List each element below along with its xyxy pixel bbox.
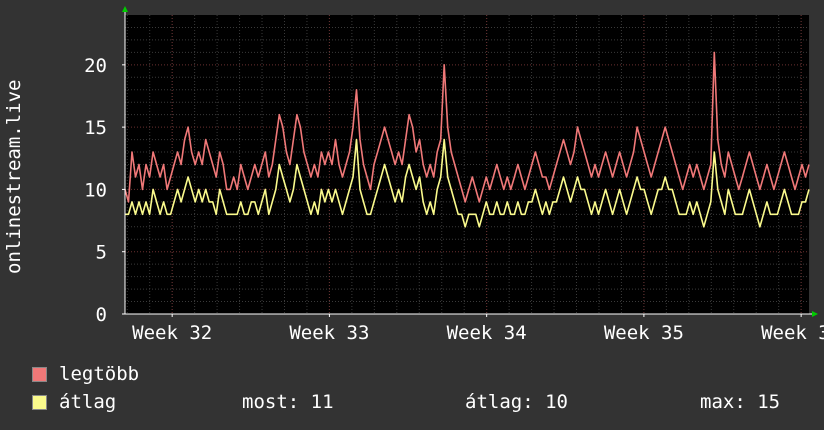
x-tick-label: Week 33 bbox=[289, 322, 369, 344]
y-axis-arrow bbox=[122, 6, 128, 12]
stat-max: max: 15 bbox=[700, 391, 781, 413]
x-tick-label: Week 35 bbox=[604, 322, 684, 344]
legend-label-legtobb: legtöbb bbox=[59, 363, 140, 385]
legend-swatch-atlag bbox=[32, 395, 47, 410]
x-axis-arrow bbox=[812, 311, 818, 317]
y-tick-label: 0 bbox=[96, 304, 107, 326]
x-tick-label: Week 36 bbox=[761, 322, 824, 344]
series-line-legtobb bbox=[124, 51, 810, 203]
y-tick-label: 10 bbox=[84, 179, 107, 201]
stat-most: most: 11 bbox=[242, 391, 334, 413]
x-tick-label: Week 32 bbox=[132, 322, 212, 344]
y-tick-label: 20 bbox=[84, 55, 107, 77]
legend-swatch-legtobb bbox=[32, 367, 47, 382]
y-axis-label: onlinestream.live bbox=[3, 79, 25, 274]
traffic-chart: 0 5 10 15 20 Week 32 Week 33 Week 34 Week 35 Week… bbox=[84, 6, 824, 344]
legend-label-atlag: átlag bbox=[59, 391, 117, 413]
x-tick-label: Week 34 bbox=[447, 322, 527, 344]
y-tick-label: 5 bbox=[96, 242, 107, 264]
series-line-atlag bbox=[125, 138, 810, 228]
y-tick-label: 15 bbox=[84, 117, 107, 139]
stat-atlag: átlag: 10 bbox=[465, 391, 568, 413]
